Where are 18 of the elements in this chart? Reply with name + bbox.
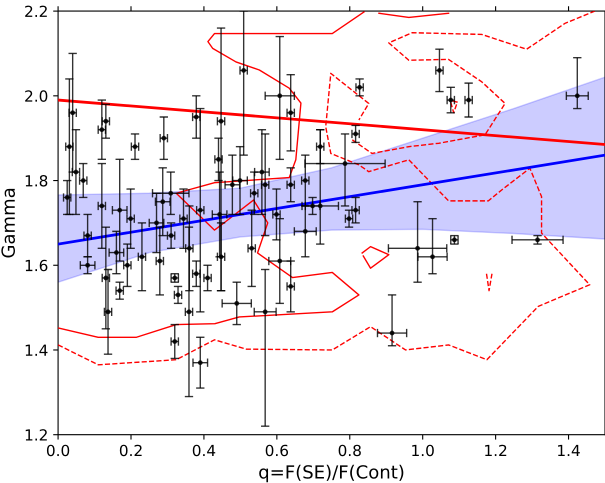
y-tick-label: 1.6: [26, 260, 48, 272]
y-tick-label: 1.8: [26, 175, 48, 187]
x-tick-label: 0.6: [266, 444, 288, 456]
x-tick-label: 0.8: [338, 444, 361, 456]
y-tick-label: 2.2: [25, 6, 47, 17]
x-tick-label: 1.4: [558, 444, 580, 456]
x-tick-label: 0.0: [46, 444, 70, 456]
x-tick-label: 0.4: [192, 444, 216, 456]
y-tick-label: 2.0: [25, 90, 48, 102]
x-tick-label: 1.0: [412, 444, 434, 456]
y-axis-title: Gamma: [1, 188, 16, 258]
y-tick-label: 1.2: [26, 429, 47, 441]
line-series: [361, 246, 390, 269]
line-series: [58, 154, 605, 246]
x-tick-label: 1.2: [485, 444, 506, 456]
x-tick-label: 0.2: [120, 444, 142, 456]
x-axis-title: q=F(SE)/F(Cont): [259, 464, 404, 482]
y-tick-label: 1.4: [26, 344, 48, 356]
